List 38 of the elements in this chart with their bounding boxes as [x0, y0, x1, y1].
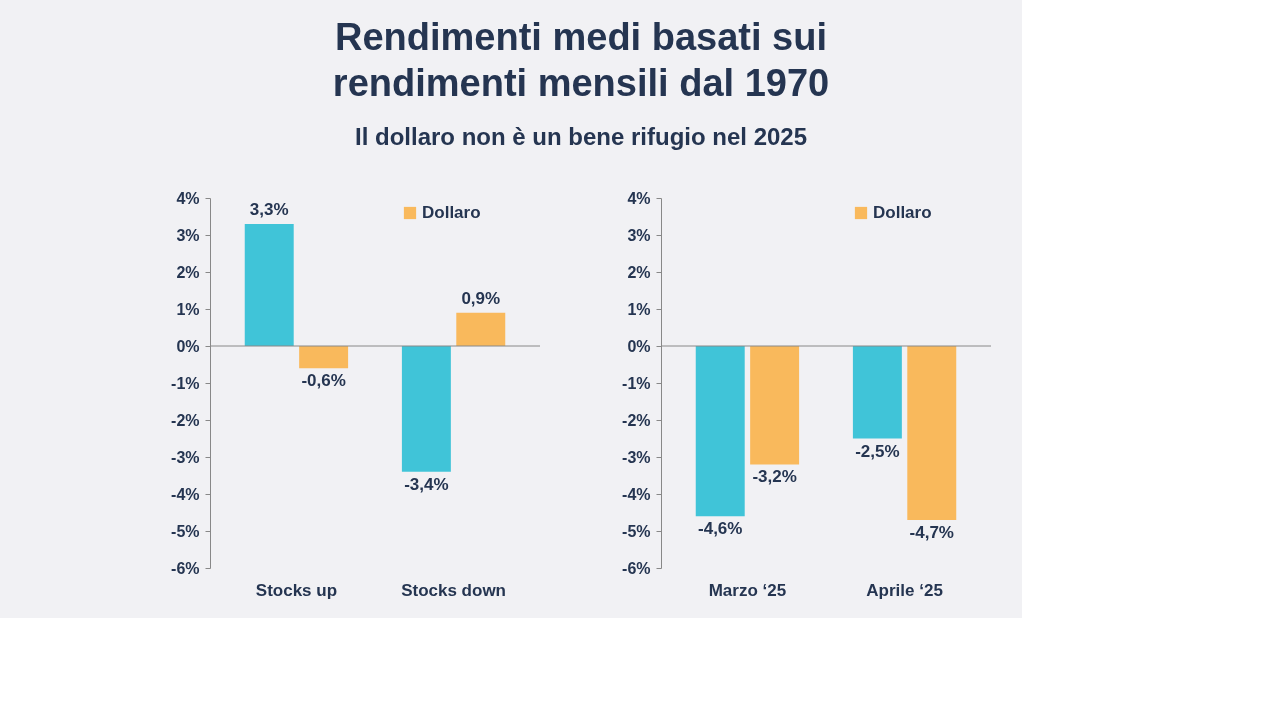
- y-tick-label: 4%: [176, 189, 200, 207]
- x-tick-label: Aprile ‘25: [866, 580, 943, 600]
- y-tick-label: -1%: [171, 374, 200, 392]
- data-label: 0,9%: [461, 288, 501, 308]
- y-tick-label: -5%: [171, 522, 200, 540]
- data-label: -4,7%: [909, 522, 954, 542]
- y-tick-label: 2%: [627, 263, 651, 281]
- legend-label: Dollaro: [873, 203, 932, 222]
- y-tick-label: 3%: [627, 226, 651, 244]
- y-tick-label: -4%: [622, 485, 651, 503]
- y-tick-label: 1%: [627, 300, 651, 318]
- y-tick-label: -2%: [171, 411, 200, 429]
- legend-label: Dollaro: [422, 203, 481, 222]
- data-label: -3,4%: [404, 474, 449, 494]
- chart-title: Rendimenti medi basati sui rendimenti mensili dal 1970: [332, 16, 830, 104]
- y-tick-label: 3%: [176, 226, 200, 244]
- y-tick-label: -6%: [171, 559, 200, 577]
- y-tick-label: -2%: [622, 411, 651, 429]
- x-tick-label: Marzo ‘25: [708, 580, 787, 600]
- y-tick-label: 2%: [176, 263, 200, 281]
- y-tick-label: -3%: [622, 448, 651, 466]
- y-tick-label: 0%: [627, 337, 651, 355]
- y-tick-label: -5%: [622, 522, 651, 540]
- chart-subtitle: Il dollaro non è un bene rifugio nel 2025: [354, 123, 808, 150]
- y-tick-label: -4%: [171, 485, 200, 503]
- y-tick-label: 0%: [176, 337, 200, 355]
- data-label: -2,5%: [855, 441, 900, 461]
- y-tick-label: -1%: [622, 374, 651, 392]
- x-tick-label: Stocks up: [255, 580, 338, 600]
- y-tick-label: 1%: [176, 300, 200, 318]
- data-label: -0,6%: [301, 371, 346, 391]
- x-tick-label: Stocks down: [401, 580, 506, 600]
- y-tick-label: 4%: [627, 189, 651, 207]
- data-label: 3,3%: [249, 199, 289, 219]
- data-label: -3,2%: [752, 467, 797, 487]
- y-tick-label: -6%: [622, 559, 651, 577]
- data-label: -4,6%: [698, 519, 743, 539]
- y-tick-label: -3%: [171, 448, 200, 466]
